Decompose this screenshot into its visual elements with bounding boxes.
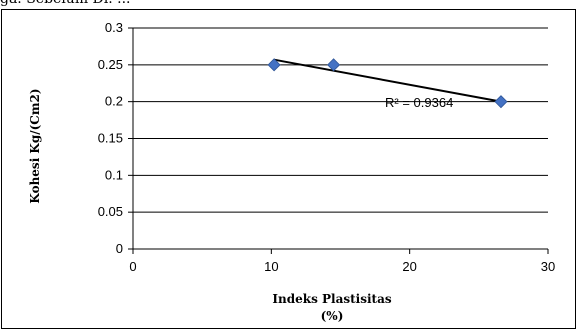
y-tick-label: 0.3 bbox=[105, 20, 123, 35]
x-tick-label: 0 bbox=[129, 259, 136, 274]
y-tick-label: 0 bbox=[116, 241, 123, 256]
data-point-diamond bbox=[267, 58, 281, 72]
x-tick-label: 30 bbox=[541, 259, 555, 274]
r-squared-annotation: R² = 0.9364 bbox=[385, 95, 453, 110]
y-tick-label: 0.2 bbox=[105, 94, 123, 109]
data-point-diamond bbox=[327, 58, 341, 72]
y-tick-label: 0.15 bbox=[98, 131, 123, 146]
x-tick-label: 20 bbox=[402, 259, 416, 274]
y-tick-label: 0.1 bbox=[105, 167, 123, 182]
y-axis-title: Kohesi Kg/(Cm2) bbox=[28, 88, 42, 203]
data-points bbox=[267, 58, 508, 109]
axes bbox=[128, 27, 549, 254]
x-tick-label: 10 bbox=[264, 259, 278, 274]
data-point-diamond bbox=[494, 95, 508, 109]
tick-labels: 0 0.05 0.1 0.15 0.2 0.25 0.3 0 10 20 30 bbox=[98, 20, 556, 274]
x-axis-title: Indeks Plastisitas bbox=[272, 292, 391, 306]
trendline-layer bbox=[273, 58, 502, 103]
y-tick-label: 0.05 bbox=[98, 204, 123, 219]
x-axis-title-unit: (%) bbox=[321, 309, 344, 323]
caption-fragment: ga. Sebelum Di. ... bbox=[0, 0, 579, 9]
trendline bbox=[273, 58, 502, 103]
grid-lines bbox=[133, 27, 548, 213]
y-tick-label: 0.25 bbox=[98, 57, 123, 72]
